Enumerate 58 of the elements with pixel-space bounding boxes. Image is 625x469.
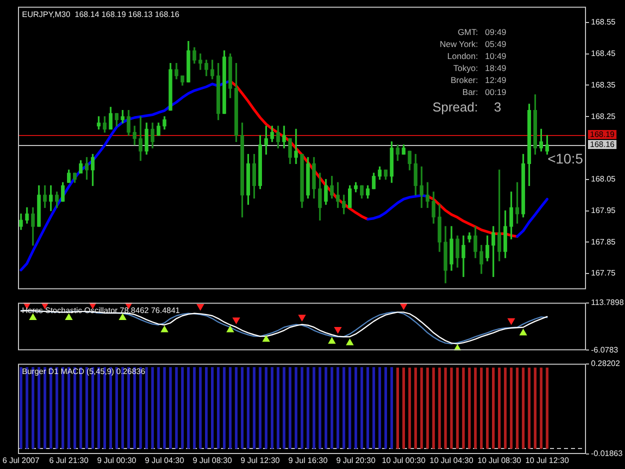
x-tick-label: 10 Jul 08:30 [478,456,522,466]
point [196,304,204,310]
point [160,326,168,332]
annotation: 05:49 [485,39,507,50]
x-tick-label: 10 Jul 00:30 [382,456,426,466]
point [328,337,336,344]
point [65,314,72,320]
x-tick-label: 9 Jul 16:30 [288,456,328,466]
y-tick-label: 167.95 [591,206,616,215]
annotation: 18:49 [485,63,507,74]
point [29,314,36,320]
annotation: <10:5 [548,150,584,167]
y-tick-label: 167.85 [591,237,616,246]
y-tick-label: 168.55 [591,18,616,27]
ref-line-label: 168.16 [590,140,616,150]
annotation: London: [447,51,478,62]
point [298,314,306,321]
annotation: 09:49 [485,27,507,38]
annotation: Bar: [462,87,478,98]
x-tick-label: 9 Jul 04:30 [144,456,185,466]
x-tick-label: 9 Jul 08:30 [192,456,232,466]
point [508,318,515,325]
y-tick-label: 167.75 [591,268,616,278]
point [346,339,354,346]
y-tick-label: 168.25 [591,112,616,121]
annotation: Broker: [450,75,478,86]
x-tick-label: 10 Jul 12:30 [525,456,570,466]
point [262,335,270,342]
annotation: Spread: [432,99,478,114]
x-tick-label: 9 Jul 12:30 [240,456,280,466]
annotation: GMT: [458,27,478,38]
point [334,326,342,334]
annotation: New York: [440,39,478,50]
y-tick-label: 168.05 [591,174,616,184]
annotation: 10:49 [485,51,507,62]
x-tick-label: 6 Jul 2007 [2,456,40,466]
point [520,329,527,336]
point [232,317,240,324]
candlestick [420,166,424,208]
candlestick [294,128,298,164]
x-tick-label: 9 Jul 20:30 [336,456,376,466]
annotation: 3 [494,99,502,114]
x-tick-label: 10 Jul 04:30 [430,456,474,466]
annotation: 00:19 [485,87,507,98]
y-tick-label: 168.35 [591,80,616,90]
y-tick-label: -6.0783 [591,345,619,354]
y-tick-label: 168.45 [591,49,616,58]
point [119,314,126,320]
y-tick-label: -0.01863 [591,449,624,458]
x-tick-label: 9 Jul 00:30 [97,456,137,466]
x-tick-label: 6 Jul 21:30 [49,456,89,466]
chart-title: EURJPY,M30 168.14 168.19 168.13 168.16 [22,10,180,20]
y-tick-label: 0.28202 [591,359,620,368]
annotation: Tokyo: [453,63,478,74]
point [226,326,234,332]
y-tick-label: 113.7898 [591,298,624,308]
ref-line-label: 168.19 [590,130,616,140]
annotation: 12:49 [485,75,507,86]
